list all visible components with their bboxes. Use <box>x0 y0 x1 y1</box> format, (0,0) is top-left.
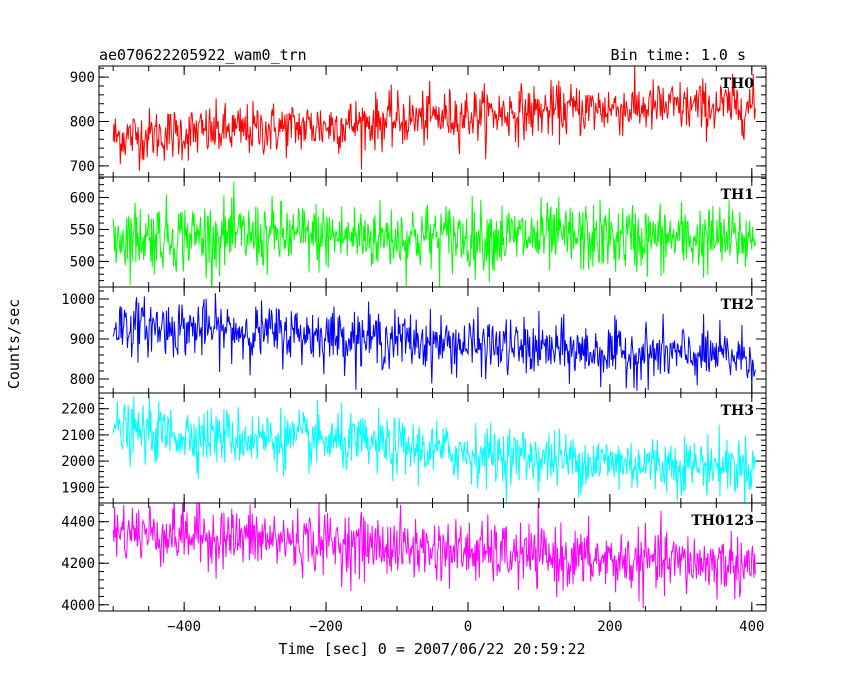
panel-frame <box>98 176 767 288</box>
y-tick-label: 4400 <box>61 515 95 531</box>
y-tick-label: 550 <box>70 222 95 238</box>
y-tick-label: 1900 <box>61 480 95 496</box>
x-tick-label: 0 <box>464 619 472 635</box>
series-label-th1: TH1 <box>721 187 754 203</box>
x-axis: −400 −200 0 200 400 <box>167 619 764 635</box>
series-label-th2: TH2 <box>721 297 754 313</box>
series-line-th2 <box>112 293 756 391</box>
x-tick-label: 200 <box>597 619 622 635</box>
panel-th0123: 4000 4200 4400 TH0123 <box>61 502 767 614</box>
x-tick-label: −400 <box>167 619 201 635</box>
chart-title: ae070622205922_wam0_trn <box>99 46 307 64</box>
y-tick-label: 4000 <box>61 598 95 614</box>
series-label-th3: TH3 <box>721 403 754 419</box>
panel-th3: 1900 2000 2100 2200 TH3 <box>61 392 767 504</box>
y-tick-label: 1000 <box>61 292 95 308</box>
y-tick-label: 800 <box>70 115 95 131</box>
y-tick-label: 600 <box>70 190 95 206</box>
y-tick-label: 800 <box>70 372 95 388</box>
panel-th1: 500 550 600 TH1 <box>70 176 767 288</box>
x-tick-label: 400 <box>739 619 764 635</box>
y-tick-label: 500 <box>70 254 95 270</box>
y-axis-label: Counts/sec <box>5 299 23 389</box>
y-tick-label: 900 <box>70 332 95 348</box>
series-line-th1 <box>112 181 756 287</box>
y-tick-label: 2200 <box>61 402 95 418</box>
panel-th0: 700 800 900 TH0 <box>70 65 767 178</box>
x-axis-label: Time [sec] 0 = 2007/06/22 20:59:22 <box>278 640 585 658</box>
bin-time-label: Bin time: 1.0 s <box>611 46 746 64</box>
panel-th2: 800 900 1000 TH2 <box>61 286 767 394</box>
x-tick-label: −200 <box>309 619 343 635</box>
y-tick-label: 900 <box>70 70 95 86</box>
series-label-th0: TH0 <box>721 76 755 92</box>
y-tick-label: 2100 <box>61 428 95 444</box>
y-tick-label: 2000 <box>61 454 95 470</box>
series-line-th0123 <box>112 503 756 609</box>
series-line-th0 <box>112 66 756 171</box>
series-label-th0123: TH0123 <box>691 513 754 529</box>
y-tick-label: 700 <box>70 159 95 175</box>
series-line-th3 <box>112 395 756 503</box>
y-tick-label: 4200 <box>61 556 95 572</box>
panels: 700 800 900 TH0 500 550 600 TH1 800 900 1000 TH2 190… <box>61 65 767 614</box>
